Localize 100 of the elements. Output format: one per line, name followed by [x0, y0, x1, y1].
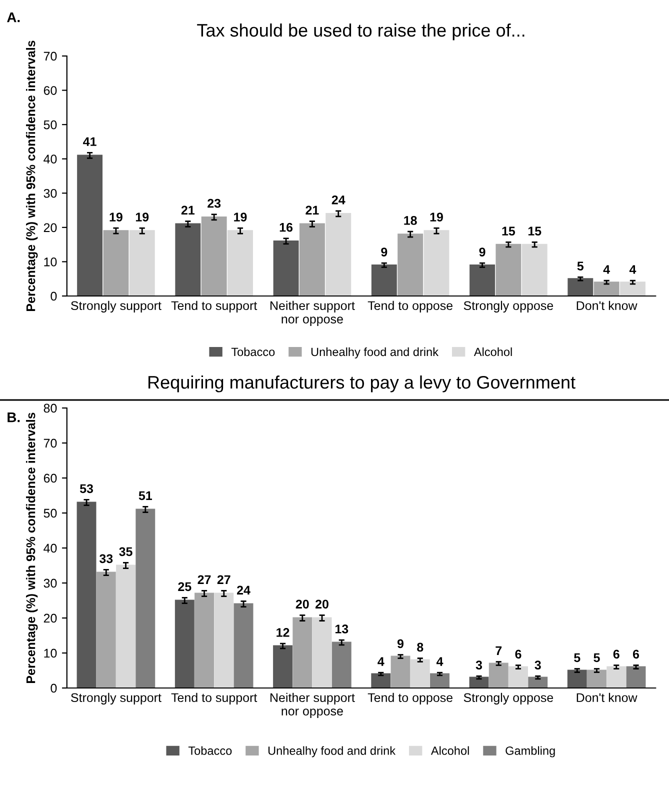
data-label: 24 — [237, 586, 250, 594]
data-label: 15 — [528, 226, 542, 236]
bar — [371, 673, 391, 688]
data-label: 24 — [332, 195, 346, 204]
bar — [116, 564, 136, 688]
bar — [292, 617, 312, 688]
bar — [299, 223, 325, 296]
bar — [587, 670, 606, 688]
data-label: 20 — [315, 600, 328, 609]
x-tick-label: Strongly oppose — [464, 300, 554, 313]
chart-title: Tax should be used to raise the price of... — [197, 23, 524, 40]
bar — [522, 244, 548, 296]
bar — [398, 234, 424, 296]
bar — [430, 673, 450, 688]
x-tick-label: Strongly oppose — [464, 692, 554, 705]
chart-title: Requiring manufacturers to pay a levy to Government — [148, 375, 576, 392]
data-label: 41 — [83, 137, 96, 146]
x-tick-label: Strongly support — [71, 692, 162, 705]
legend-label: Gambling — [506, 746, 555, 758]
bar — [424, 230, 450, 296]
data-label: 3 — [534, 660, 541, 670]
bar — [390, 656, 410, 688]
x-tick-label: Strongly support — [71, 300, 162, 313]
x-tick-label: Tend to oppose — [368, 692, 453, 705]
bar — [77, 154, 103, 296]
data-label: 27 — [198, 575, 211, 584]
x-tick-label: Tend to support — [171, 300, 258, 313]
legend-label: Tobacco — [231, 347, 275, 356]
data-label: 12 — [276, 628, 290, 637]
y-tick-label: 30 — [44, 578, 57, 588]
y-tick-label: 40 — [44, 544, 57, 553]
data-label: 3 — [476, 660, 482, 670]
data-label: 19 — [430, 212, 443, 222]
bar — [620, 282, 646, 296]
legend-label: Unhealhy food and drink — [311, 347, 439, 358]
data-label: 4 — [378, 657, 384, 666]
x-tick-label: Don't know — [576, 692, 638, 702]
data-label: 18 — [404, 216, 417, 225]
bar — [508, 666, 528, 688]
data-label: 4 — [436, 657, 444, 666]
bar — [234, 603, 254, 688]
y-tick-label: 60 — [44, 474, 57, 483]
data-label: 20 — [296, 600, 309, 609]
y-tick-label: 50 — [44, 120, 57, 130]
bar — [273, 240, 299, 296]
data-label: 19 — [136, 212, 149, 222]
data-label: 21 — [181, 206, 195, 214]
bar — [76, 502, 96, 688]
data-label: 27 — [217, 575, 230, 584]
bar — [326, 213, 352, 296]
y-axis-title: Percentage (%) with 95% confidence intervals — [26, 40, 38, 311]
bar — [594, 282, 620, 296]
y-tick-label: 0 — [50, 292, 57, 301]
data-label: 5 — [574, 653, 580, 662]
data-label: 19 — [234, 212, 247, 222]
x-tick-label: Tend to support — [171, 692, 258, 705]
legend-label: Tobacco — [188, 746, 232, 755]
legend-label: Unhealhy food and drink — [268, 746, 396, 758]
bar — [312, 617, 332, 688]
y-tick-label: 40 — [44, 154, 57, 164]
bar — [332, 642, 352, 688]
bar — [96, 572, 116, 688]
data-label: 7 — [496, 646, 502, 655]
bar — [371, 264, 397, 296]
bar — [567, 670, 587, 688]
data-label: 51 — [138, 491, 152, 500]
bar — [175, 223, 201, 296]
bar — [496, 244, 522, 296]
data-label: 9 — [381, 248, 388, 256]
data-label: 21 — [306, 206, 319, 214]
bar — [528, 676, 548, 688]
x-tick-label: Don't know — [576, 300, 638, 310]
data-label: 8 — [417, 642, 424, 652]
bar — [568, 278, 594, 296]
y-tick-label: 20 — [44, 223, 57, 232]
data-label: 9 — [479, 248, 486, 256]
data-label: 5 — [594, 653, 600, 662]
data-label: 5 — [577, 262, 584, 271]
data-label: 23 — [208, 198, 221, 208]
data-label: 6 — [632, 650, 640, 659]
bar — [214, 592, 234, 688]
data-label: 19 — [110, 212, 122, 222]
y-tick-label: 0 — [50, 684, 57, 693]
bar — [129, 230, 155, 296]
x-tick-label: Neither support nor oppose — [270, 300, 355, 326]
y-tick-label: 80 — [44, 404, 57, 413]
text: A. — [7, 12, 20, 22]
data-label: 33 — [99, 554, 113, 564]
bar — [194, 592, 214, 688]
data-label: 15 — [502, 226, 516, 236]
bar — [488, 662, 508, 688]
y-tick-label: 70 — [44, 52, 57, 61]
legend-label: Alcohol — [474, 347, 512, 356]
bar — [228, 230, 253, 296]
bar — [410, 659, 430, 688]
bar — [273, 645, 292, 688]
y-tick-label: 50 — [44, 508, 57, 518]
x-tick-label: Neither support nor oppose — [270, 692, 355, 718]
data-label: 25 — [178, 582, 192, 592]
legend-label: Alcohol — [430, 746, 469, 755]
